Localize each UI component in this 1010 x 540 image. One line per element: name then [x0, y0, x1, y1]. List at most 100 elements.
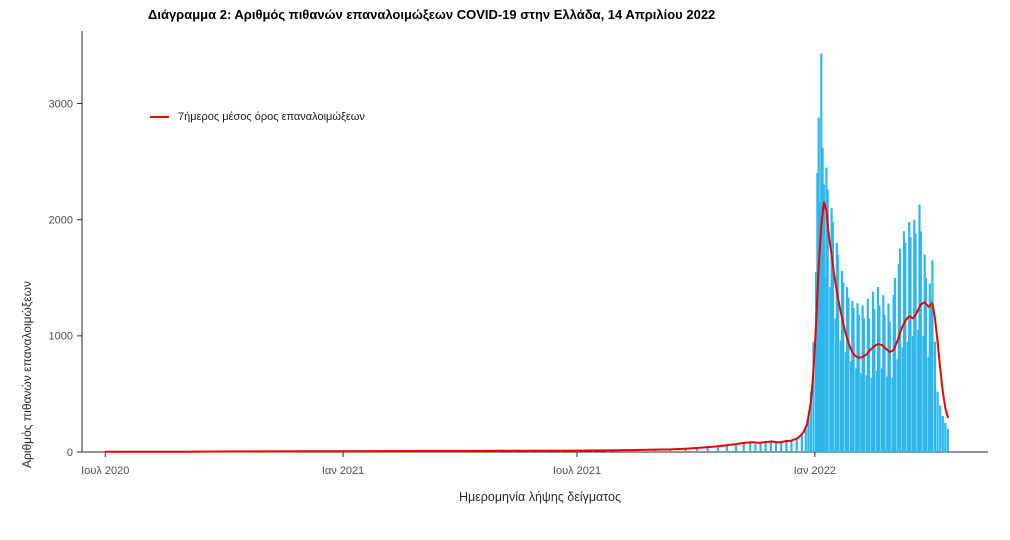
bar: [846, 287, 849, 452]
bar: [887, 303, 890, 452]
bar: [785, 439, 788, 452]
bar: [809, 391, 812, 452]
bar: [913, 219, 916, 452]
bar: [901, 347, 904, 452]
bar: [769, 440, 772, 452]
bar: [880, 368, 884, 452]
bar: [669, 449, 672, 452]
bar: [939, 405, 942, 452]
bar: [807, 418, 810, 452]
bar: [849, 361, 853, 452]
y-tick-label: 1000: [49, 331, 73, 343]
bar: [774, 442, 778, 452]
bar: [815, 272, 818, 452]
bar: [852, 308, 855, 452]
bar: [754, 443, 757, 452]
bar: [780, 441, 783, 452]
bar: [896, 359, 899, 452]
bar: [893, 277, 896, 452]
x-tick-label: Ιαν 2022: [794, 465, 836, 477]
bar: [862, 318, 865, 452]
bar: [883, 314, 886, 452]
y-tick-label: 0: [67, 447, 73, 459]
bar: [847, 297, 850, 452]
bar: [917, 330, 920, 452]
bar: [829, 287, 832, 452]
bar: [944, 423, 947, 452]
bar: [764, 441, 767, 452]
bar: [933, 341, 937, 452]
bar: [821, 147, 824, 452]
bar: [892, 295, 895, 452]
bar: [897, 263, 900, 452]
bar: [653, 449, 656, 452]
bar: [812, 341, 815, 452]
bar: [906, 341, 909, 452]
bar: [734, 444, 738, 452]
bar: [684, 448, 687, 452]
bar: [936, 391, 939, 452]
bar: [899, 248, 902, 452]
seven-day-average-line: [104, 201, 949, 453]
bar: [861, 305, 864, 452]
bar: [922, 335, 925, 452]
bar: [831, 222, 834, 452]
bar: [868, 318, 871, 452]
bar: [931, 260, 934, 452]
bar: [706, 447, 709, 452]
y-tick-label: 2000: [49, 215, 73, 227]
bar: [835, 242, 838, 452]
legend: 7ήμερος μέσος όρος επαναλοιμώξεων: [150, 111, 365, 123]
x-axis-label: Ημερομηνία λήψης δείγματος: [458, 490, 622, 504]
bar: [824, 277, 827, 452]
y-axis: 0 1000 2000 3000: [49, 31, 83, 459]
bar: [908, 222, 911, 452]
bar: [840, 270, 844, 452]
bar: [834, 318, 837, 452]
bar: [924, 277, 928, 452]
bar: [790, 441, 793, 452]
chart-title: Διάγραμμα 2: Αριθμός πιθανών επαναλοιμώξ…: [148, 7, 716, 22]
bar: [877, 287, 880, 452]
bar: [795, 437, 798, 452]
bar: [928, 283, 931, 452]
bar: [800, 433, 803, 452]
bar: [904, 242, 907, 452]
bar: [923, 254, 926, 452]
bar: [878, 305, 881, 452]
bar: [909, 237, 912, 452]
bar: [844, 352, 847, 452]
bar: [725, 445, 728, 452]
bar: [886, 376, 889, 452]
bar: [930, 301, 933, 452]
bar: [696, 448, 699, 452]
bar: [855, 368, 858, 452]
bar: [888, 321, 891, 452]
bar: [822, 184, 825, 453]
bar: [918, 204, 921, 452]
bar: [759, 442, 762, 452]
bar: [873, 309, 876, 452]
x-tick-label: Ιαν 2021: [322, 465, 364, 477]
bar: [749, 441, 752, 452]
bar: [941, 416, 944, 452]
x-tick-label: Ιουλ 2020: [81, 465, 129, 477]
bar: [856, 303, 859, 452]
x-axis: Ιουλ 2020 Ιαν 2021 Ιουλ 2021 Ιαν 2022: [81, 451, 988, 477]
legend-line-key: [150, 116, 169, 118]
bar: [865, 375, 868, 452]
bar: [911, 335, 915, 452]
bar: [902, 231, 906, 452]
bar: [818, 202, 822, 452]
bar: [914, 233, 917, 452]
bar: [927, 356, 930, 452]
bar: [830, 208, 833, 452]
bar: [804, 427, 807, 452]
bar: [919, 231, 922, 452]
legend-label: 7ήμερος μέσος όρος επαναλοιμώξεων: [178, 111, 365, 123]
bar: [637, 450, 641, 452]
bar: [857, 314, 860, 452]
bar: [842, 282, 845, 452]
